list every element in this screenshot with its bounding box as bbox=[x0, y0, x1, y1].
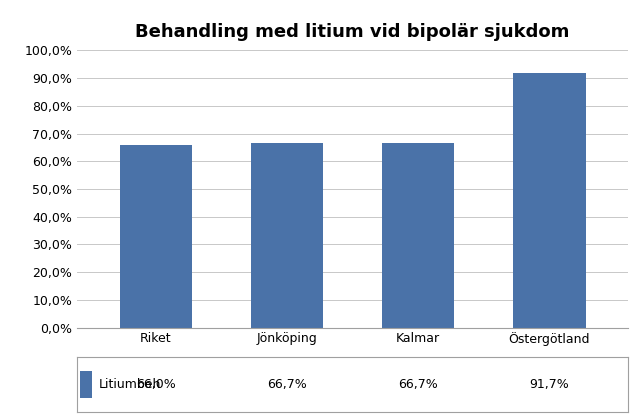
Bar bbox=[251, 143, 323, 328]
Bar bbox=[120, 144, 192, 328]
Title: Behandling med litium vid bipolär sjukdom: Behandling med litium vid bipolär sjukdo… bbox=[135, 23, 570, 40]
Text: 66,7%: 66,7% bbox=[267, 378, 307, 391]
Bar bbox=[79, 370, 92, 398]
Text: 66,0%: 66,0% bbox=[136, 378, 176, 391]
Text: 91,7%: 91,7% bbox=[529, 378, 569, 391]
Bar bbox=[382, 143, 454, 328]
Text: Litiumbeh: Litiumbeh bbox=[99, 378, 161, 391]
Bar bbox=[513, 74, 585, 328]
Text: 66,7%: 66,7% bbox=[398, 378, 438, 391]
